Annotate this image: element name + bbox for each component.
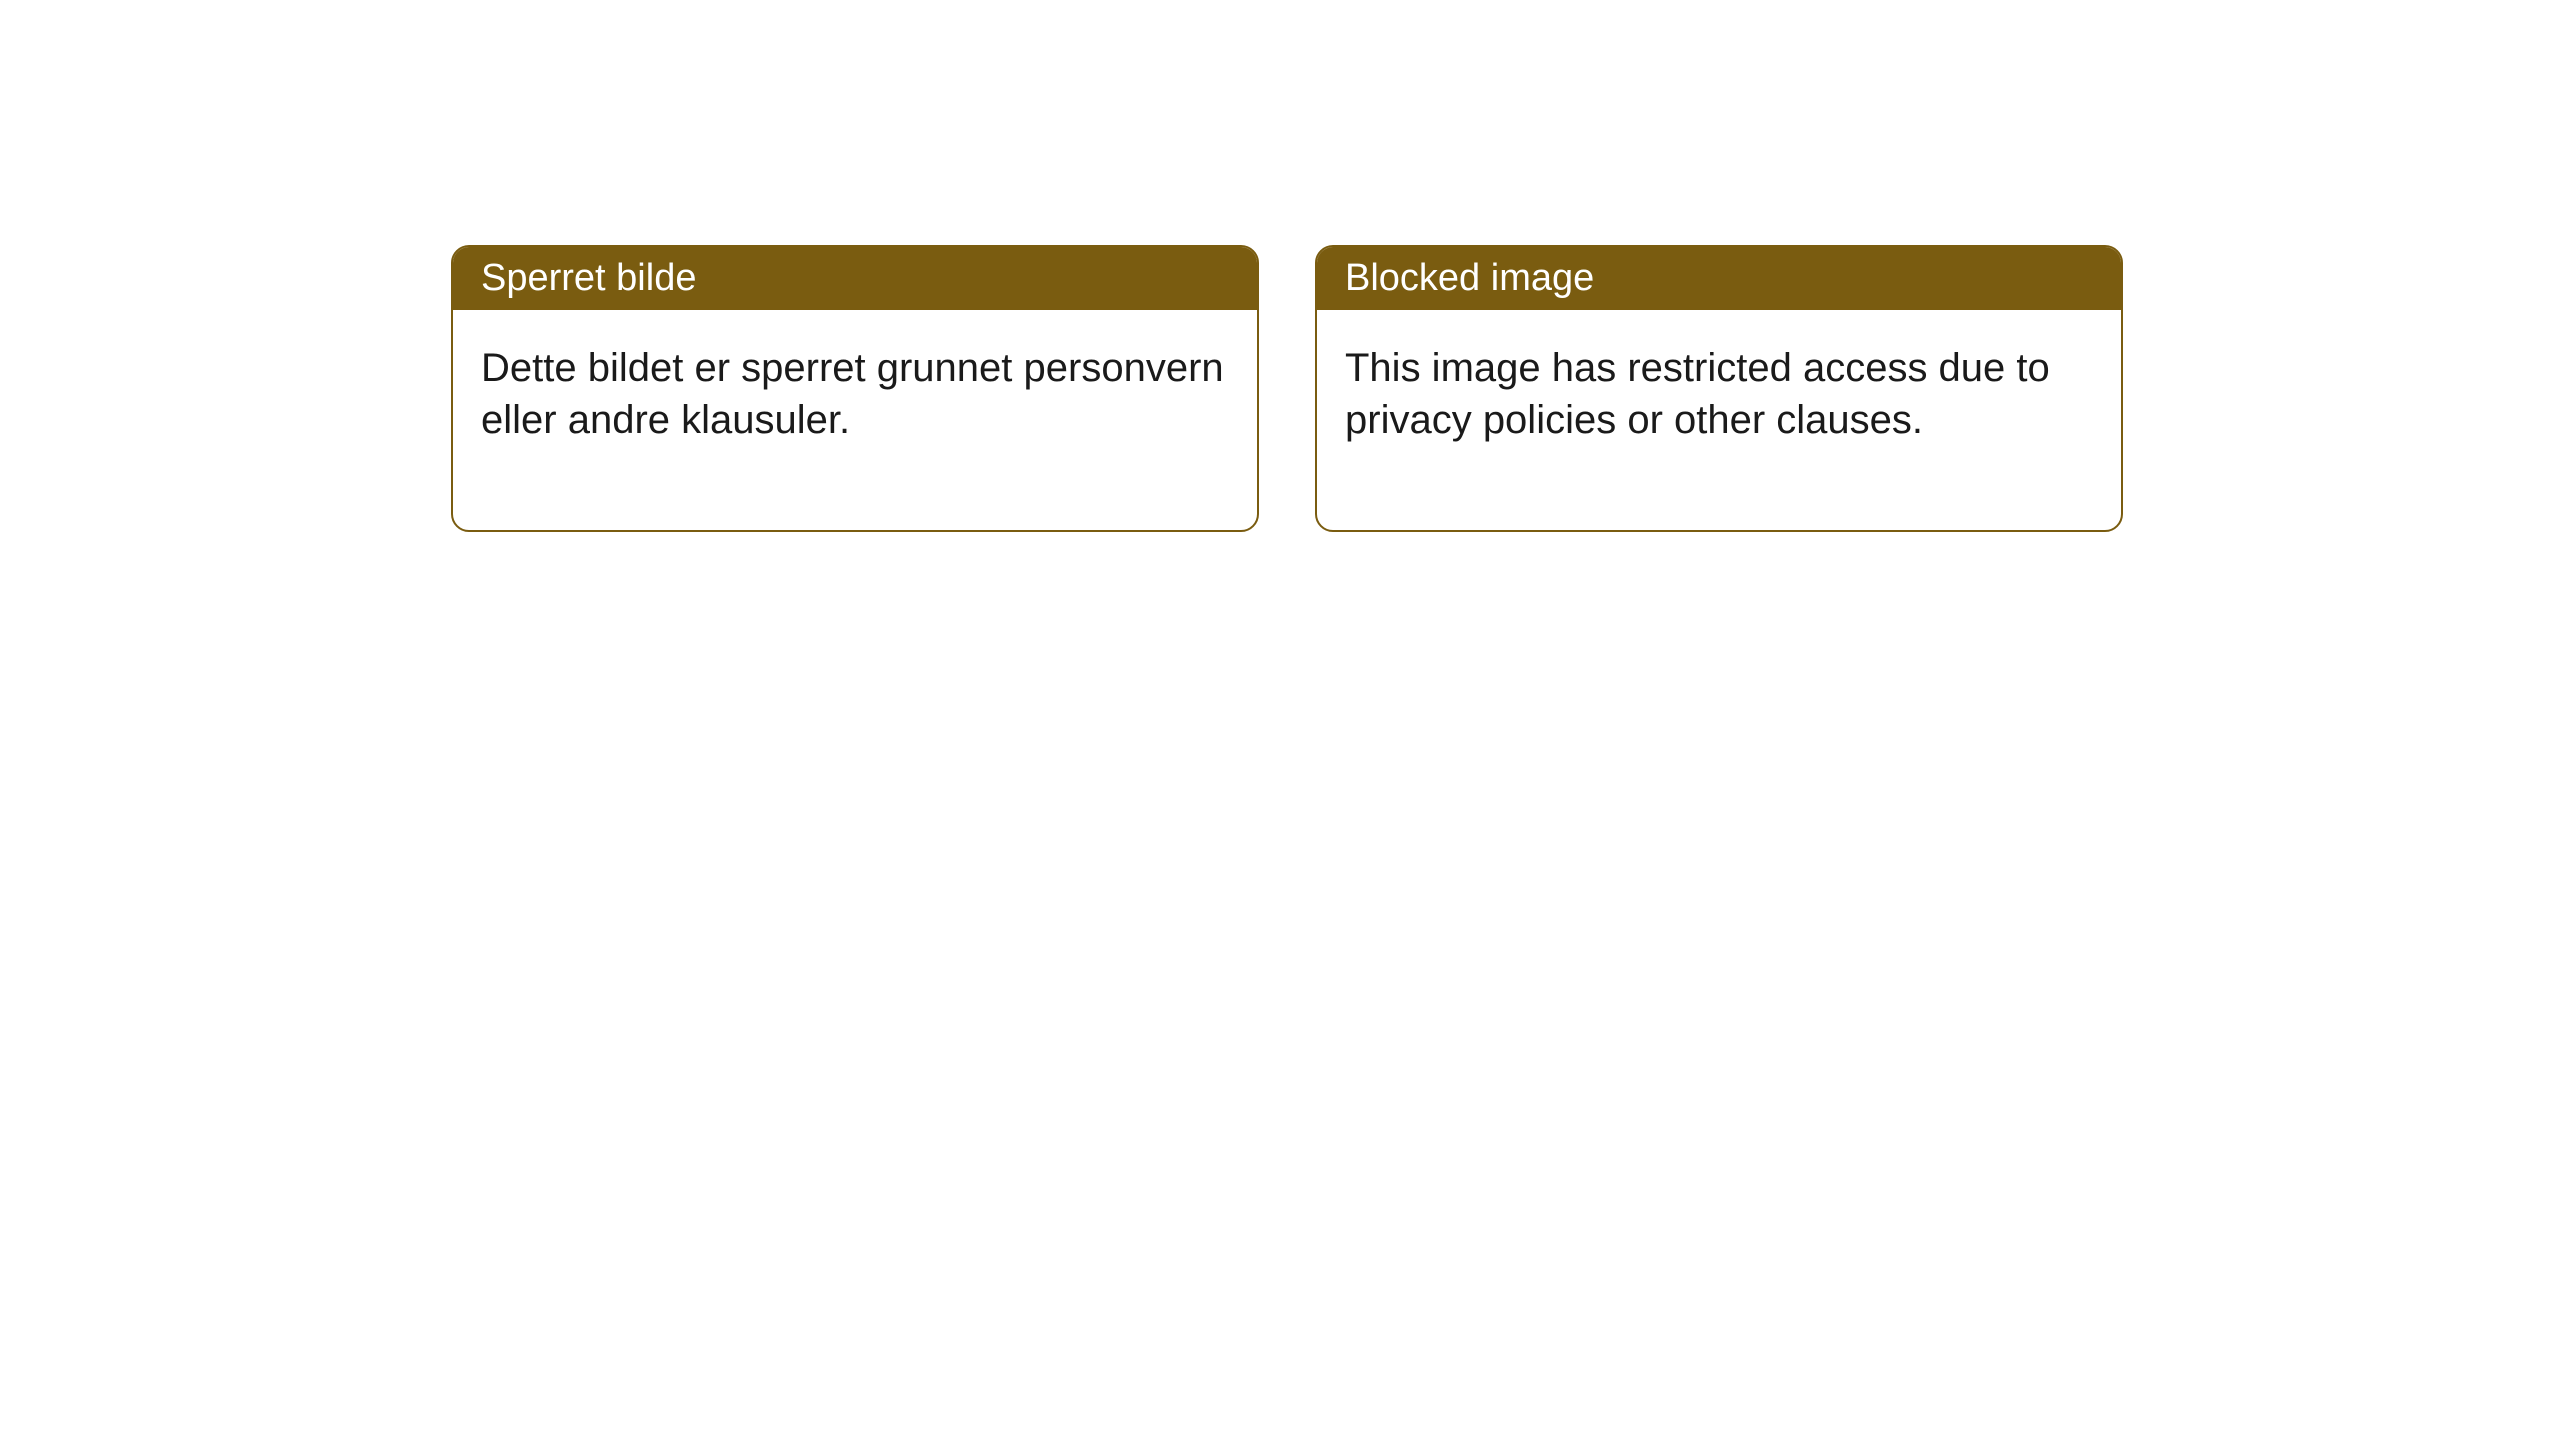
card-english: Blocked image This image has restricted …	[1315, 245, 2123, 532]
card-body-text: This image has restricted access due to …	[1345, 346, 2050, 442]
card-title: Sperret bilde	[481, 257, 696, 299]
card-body-norwegian: Dette bildet er sperret grunnet personve…	[453, 310, 1257, 530]
cards-container: Sperret bilde Dette bildet er sperret gr…	[451, 245, 2123, 532]
card-header-english: Blocked image	[1317, 247, 2121, 310]
card-title: Blocked image	[1345, 257, 1594, 299]
card-header-norwegian: Sperret bilde	[453, 247, 1257, 310]
card-body-text: Dette bildet er sperret grunnet personve…	[481, 346, 1224, 442]
card-body-english: This image has restricted access due to …	[1317, 310, 2121, 530]
card-norwegian: Sperret bilde Dette bildet er sperret gr…	[451, 245, 1259, 532]
